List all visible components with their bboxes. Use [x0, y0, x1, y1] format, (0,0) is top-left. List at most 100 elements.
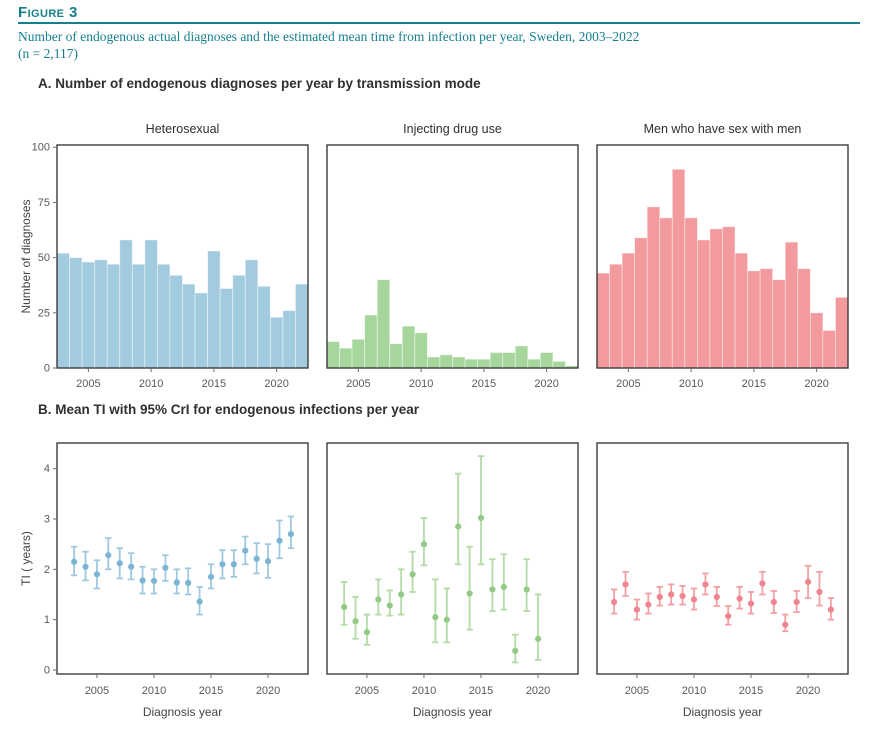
- bar: [232, 274, 246, 369]
- bar: [439, 354, 453, 369]
- panel-border: [596, 442, 849, 675]
- data-point: [690, 596, 698, 603]
- data-point: [116, 560, 123, 567]
- errorbar: [466, 545, 473, 631]
- x-tick-label: 2015: [739, 685, 763, 697]
- x-tick-label: 2020: [256, 685, 280, 697]
- bar: [144, 239, 158, 369]
- bar: [759, 268, 774, 369]
- data-point: [622, 581, 629, 588]
- y-tick-label: 2: [44, 564, 50, 576]
- data-point: [139, 577, 146, 584]
- y-tick-label: 25: [38, 307, 50, 319]
- data-point: [679, 592, 686, 600]
- data-point: [173, 579, 180, 586]
- data-point: [128, 563, 135, 570]
- data-point: [523, 586, 530, 593]
- x-tick-label: 2020: [796, 685, 820, 697]
- y-tick-label: 0: [44, 664, 50, 676]
- bar: [269, 316, 284, 369]
- y-tick-label: 3: [44, 513, 50, 525]
- data-point: [633, 606, 641, 613]
- bar: [514, 345, 529, 369]
- errorbar: [477, 455, 485, 566]
- x-tick-label: 2010: [682, 685, 706, 697]
- data-point: [287, 530, 294, 538]
- x-tick-label: 2020: [526, 685, 550, 697]
- data-point: [276, 537, 283, 544]
- data-point: [816, 588, 823, 596]
- bar: [182, 283, 196, 369]
- y-tick-label: 75: [38, 197, 50, 209]
- section-a-title: A. Number of endogenous diagnoses per ye…: [38, 76, 481, 91]
- bar: [169, 274, 183, 369]
- bar: [671, 168, 686, 369]
- bar: [527, 358, 541, 369]
- panel-a-charts: Heterosexual 2005 2010 2015 2020 0 25 50 75 100 Nu…: [19, 122, 849, 390]
- x-tick-label: 2005: [355, 685, 379, 697]
- data-point: [71, 558, 78, 565]
- data-point: [264, 558, 272, 565]
- x-axis-label: Diagnosis year: [683, 705, 762, 719]
- caption-line-2: (n = 2,117): [18, 46, 78, 61]
- bar: [207, 250, 221, 369]
- bar: [56, 252, 70, 369]
- chart-b-msm: 2005 2010 2015 2020 Diagnosis year: [596, 442, 849, 719]
- y-tick-label: 100: [32, 142, 50, 154]
- bar: [822, 330, 836, 369]
- data-point: [162, 564, 169, 571]
- data-point: [105, 552, 112, 559]
- panel-border: [326, 144, 579, 369]
- data-point: [230, 561, 237, 568]
- bar: [106, 263, 121, 369]
- y-tick-label: 4: [44, 463, 50, 475]
- data-point: [443, 616, 450, 623]
- bar: [697, 239, 711, 369]
- bar: [364, 314, 378, 369]
- errorbar: [455, 472, 462, 566]
- panel-border: [56, 442, 309, 675]
- chart-a-heterosexual: Heterosexual 2005 2010 2015 2020 0 25 50 75 100 Nu…: [19, 122, 309, 390]
- data-point: [398, 591, 405, 598]
- x-axis-label: Diagnosis year: [143, 705, 222, 719]
- data-point: [466, 590, 473, 597]
- x-tick-label: 2005: [346, 378, 370, 390]
- bar: [634, 237, 648, 369]
- errorbar: [500, 553, 508, 611]
- y-tick-label: 0: [44, 363, 50, 375]
- data-point: [770, 598, 777, 606]
- x-tick-label: 2015: [469, 685, 493, 697]
- panel-border: [56, 144, 309, 369]
- x-tick-label: 2020: [534, 378, 558, 390]
- x-tick-label: 2005: [616, 378, 640, 390]
- bar: [784, 241, 799, 369]
- x-axis-label: Diagnosis year: [413, 705, 492, 719]
- panel-b-charts: 2005 2010 2015 2020 Diagnosis year 0 1 2 3 4 TI ( …: [19, 442, 849, 719]
- y-axis-label: Number of diagnoses: [19, 199, 33, 313]
- bar: [646, 206, 661, 369]
- data-point: [352, 618, 359, 625]
- data-point: [747, 600, 755, 607]
- bar: [835, 296, 849, 369]
- data-point: [804, 578, 812, 586]
- bar: [414, 332, 428, 369]
- data-point: [611, 598, 618, 606]
- data-point: [219, 561, 226, 568]
- bar: [709, 228, 723, 369]
- data-point: [668, 591, 675, 598]
- bar: [351, 338, 366, 369]
- errorbar: [523, 558, 530, 612]
- data-point: [253, 555, 260, 562]
- section-b-title: B. Mean TI with 95% CrI for endogenous i…: [38, 402, 420, 417]
- bar: [722, 226, 736, 369]
- errorbar: [340, 581, 348, 626]
- caption-line-1: Number of endogenous actual diagnoses an…: [18, 29, 640, 44]
- x-tick-label: 2010: [409, 378, 433, 390]
- panel-border: [326, 442, 579, 675]
- errorbar: [352, 596, 359, 640]
- x-tick-label: 2020: [804, 378, 828, 390]
- bar: [81, 261, 96, 369]
- data-point: [782, 621, 789, 628]
- bar: [684, 217, 698, 369]
- errorbar: [432, 578, 439, 644]
